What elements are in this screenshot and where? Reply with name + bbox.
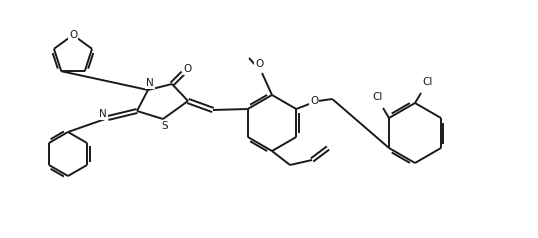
Text: O: O (184, 64, 192, 74)
Text: O: O (69, 30, 77, 40)
Text: N: N (146, 78, 154, 88)
Text: Cl: Cl (373, 92, 383, 102)
Text: S: S (162, 121, 168, 131)
Text: O: O (255, 59, 263, 69)
Text: Cl: Cl (423, 77, 433, 87)
Text: O: O (310, 96, 318, 106)
Text: N: N (99, 109, 107, 119)
